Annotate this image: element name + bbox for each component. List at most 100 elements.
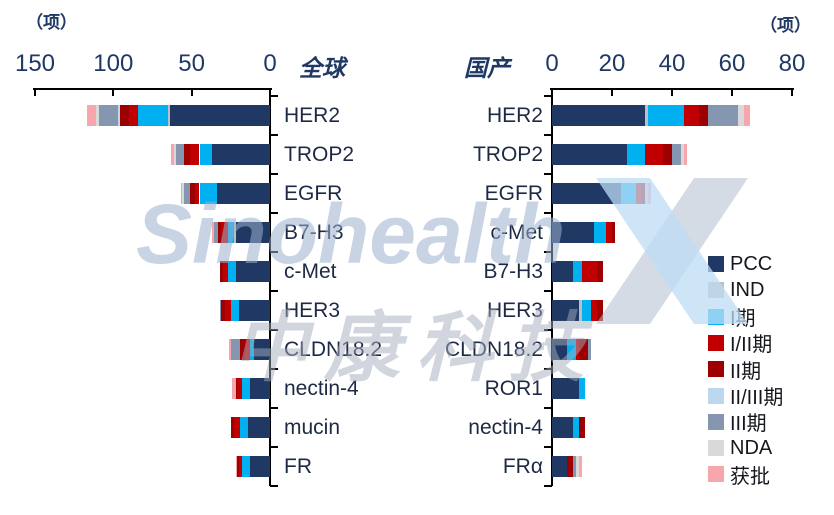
legend-item: I/II期 — [708, 332, 772, 356]
axis-tick-label: 60 — [718, 50, 746, 77]
category-axis-tick — [544, 445, 552, 448]
category-label: TROP2 — [472, 142, 543, 166]
bar-segment-IND — [579, 299, 582, 321]
legend-label: III期 — [730, 413, 767, 436]
legend-swatch-icon — [708, 282, 724, 299]
legend-swatch-icon — [708, 308, 724, 325]
category-axis-tick — [270, 172, 278, 175]
bar-segment-获批 — [180, 182, 183, 204]
bar-segment-PCC — [235, 260, 270, 282]
bar-segment-II/III期 — [118, 104, 120, 126]
top-axis-tick — [190, 88, 193, 96]
bar-segment-获批 — [229, 338, 231, 360]
category-axis-tick — [544, 367, 552, 370]
bar-segment-PCC — [248, 416, 270, 438]
legend-swatch-icon — [708, 440, 724, 457]
bar-segment-II期 — [237, 455, 239, 477]
bar-segment-NDA — [174, 143, 176, 165]
category-axis-tick — [544, 211, 552, 214]
bar-segment-PCC — [552, 143, 627, 165]
category-label: EGFR — [284, 181, 343, 205]
category-label: mucin — [284, 415, 341, 439]
legend-swatch-icon — [708, 334, 724, 351]
category-axis-tick — [270, 367, 278, 370]
category-label: B7-H3 — [284, 220, 344, 244]
legend-item: IND — [708, 279, 764, 301]
legend-swatch-icon — [708, 256, 724, 272]
bar-segment-PCC — [552, 299, 579, 321]
category-label: HER3 — [284, 298, 341, 322]
bar-segment-I期 — [241, 455, 250, 477]
bar-segment-IND — [233, 221, 236, 243]
bar-segment-IND — [168, 104, 170, 126]
category-axis-tick — [270, 289, 278, 292]
category-axis-tick — [544, 94, 552, 97]
legend-label: I期 — [730, 308, 756, 331]
legend-item: 获批 — [708, 463, 770, 488]
category-label: HER3 — [486, 298, 543, 322]
category-axis-tick — [270, 211, 278, 214]
bar-segment-I/II期 — [645, 143, 663, 165]
category-label: FRα — [502, 454, 543, 478]
bar-segment-获批 — [171, 143, 175, 165]
top-axis-tick — [112, 88, 115, 96]
chart-title-domestic: 国产 — [464, 55, 510, 82]
legend-item: II期 — [708, 358, 761, 383]
bar-segment-II期 — [567, 455, 573, 477]
bar-segment-III期 — [672, 143, 681, 165]
bar-segment-NDA — [96, 104, 100, 126]
bar-segment-I期 — [567, 338, 576, 360]
top-axis-tick — [791, 88, 793, 96]
bar-segment-NDA — [681, 143, 684, 165]
bar-segment-I期 — [573, 416, 579, 438]
legend-swatch-icon — [708, 466, 724, 483]
axis-tick-label: 0 — [545, 50, 559, 77]
bar-segment-I期 — [648, 104, 684, 126]
bar-segment-NDA — [738, 104, 744, 126]
bar-segment-I期 — [138, 104, 169, 126]
legend-label: II期 — [730, 360, 762, 383]
bar-segment-PCC — [552, 260, 573, 282]
axis-tick-label: 0 — [263, 50, 277, 77]
bar-segment-获批 — [212, 221, 214, 243]
legend-swatch-icon — [708, 361, 724, 378]
bar-segment-PCC — [212, 143, 270, 165]
bar-segment-III期 — [230, 338, 241, 360]
legend-swatch-icon — [708, 387, 724, 404]
legend-item: PCC — [708, 253, 772, 275]
category-axis-line — [269, 88, 271, 486]
bar-segment-获批 — [86, 104, 97, 126]
bar-segment-I/II期 — [194, 182, 200, 204]
category-axis-tick — [270, 328, 278, 331]
legend-item: II/III期 — [708, 385, 783, 409]
bar-segment-PCC — [552, 104, 645, 126]
category-axis-line — [551, 88, 553, 486]
bar-segment-II期 — [612, 221, 615, 243]
bar-segment-获批 — [648, 182, 651, 204]
bar-segment-II期 — [240, 338, 245, 360]
bar-segment-获批 — [235, 455, 238, 477]
bar-segment-I/II期 — [684, 104, 699, 126]
bar-segment-I期 — [227, 260, 236, 282]
bar-segment-I期 — [230, 299, 239, 321]
bar-segment-I期 — [199, 182, 217, 204]
top-axis-tick — [34, 88, 36, 96]
bar-segment-获批 — [579, 455, 582, 477]
bar-segment-I/II期 — [591, 299, 597, 321]
category-axis-tick — [270, 445, 278, 448]
bar-segment-获批 — [684, 143, 687, 165]
category-label: HER2 — [284, 103, 341, 127]
bar-segment-I期 — [573, 260, 582, 282]
bar-segment-I/II期 — [238, 455, 242, 477]
bar-segment-PCC — [552, 221, 594, 243]
bar-segment-I/II期 — [237, 377, 242, 399]
bar-segment-I期 — [227, 221, 234, 243]
bar-segment-PCC — [169, 104, 270, 126]
bar-segment-I/II期 — [223, 260, 228, 282]
legend-label: NDA — [730, 436, 773, 459]
category-axis-tick — [544, 133, 552, 136]
legend-swatch-icon — [708, 413, 724, 430]
category-label: TROP2 — [284, 142, 355, 166]
bar-segment-III期 — [213, 221, 219, 243]
bar-segment-I期 — [594, 221, 606, 243]
